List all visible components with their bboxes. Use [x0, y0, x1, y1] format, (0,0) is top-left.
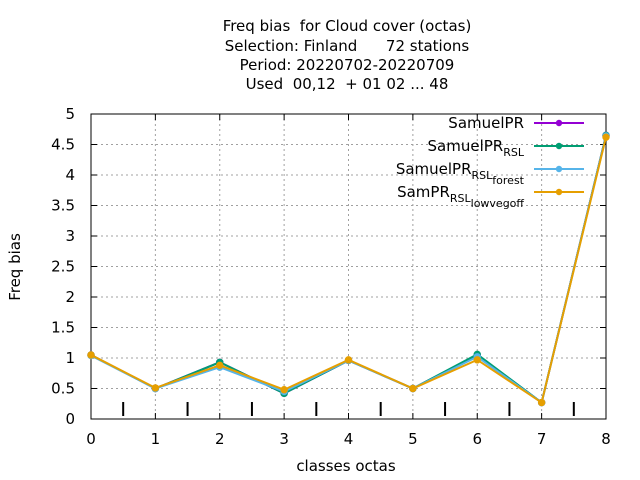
y-tick-label: 5 [65, 105, 75, 123]
grid-lines [91, 114, 606, 419]
legend-item: SamPRRSLlowvegoff [397, 183, 584, 210]
x-tick-label: 6 [472, 430, 482, 448]
data-point [602, 133, 610, 141]
legend-label: SamPRRSLlowvegoff [397, 183, 524, 210]
legend-label-part: SamuelPR [428, 137, 504, 155]
x-tick-label: 5 [408, 430, 418, 448]
series-layer [87, 131, 610, 407]
y-tick-label: 2.5 [51, 258, 75, 276]
x-axis-label: classes octas [296, 457, 396, 475]
y-tick-label: 3 [65, 227, 75, 245]
legend-label: SamuelPRRSL [428, 137, 525, 159]
data-point [537, 398, 546, 407]
legend-swatch-marker [555, 142, 563, 150]
data-point [344, 356, 353, 364]
legend: SamuelPRSamuelPRRSLSamuelPRRSLforestSamP… [396, 114, 584, 210]
data-point [409, 384, 417, 393]
y-tick-label: 4.5 [51, 136, 75, 154]
legend-label: SamuelPR [448, 114, 524, 132]
legend-label: SamuelPRRSLforest [396, 160, 525, 187]
legend-label-part: RSL [472, 169, 494, 182]
y-tick-label: 0 [65, 410, 75, 428]
legend-item: SamuelPRRSLforest [396, 160, 584, 187]
x-tick-label: 3 [279, 430, 289, 448]
y-tick-label: 3.5 [51, 197, 75, 215]
y-tick-label: 4 [65, 166, 75, 184]
data-point [151, 384, 160, 392]
title-line-3: Period: 20220702-20220709 [239, 56, 455, 74]
data-point [87, 351, 95, 359]
x-tick-label: 1 [151, 430, 161, 448]
legend-label-part: RSL [503, 146, 525, 159]
title-line-1: Freq bias for Cloud cover (octas) [222, 17, 472, 35]
legend-label-part: SamuelPR [396, 160, 472, 178]
legend-swatch-marker [555, 188, 563, 196]
legend-label-part: lowvegoff [471, 197, 525, 210]
x-tick-label: 0 [86, 430, 96, 448]
x-tick-label: 4 [344, 430, 354, 448]
y-tick-label: 1 [65, 349, 75, 367]
title-line-4: Used 00,12 + 01 02 ... 48 [245, 75, 449, 93]
legend-label-part: SamPR [397, 183, 450, 201]
data-point [280, 386, 288, 394]
axis-ticks: 0 1 2 3 4 5 6 7 8 0 0.5 1 1.5 2 2.5 3 3.5 4 4.5 5 [51, 105, 611, 448]
data-point [216, 361, 224, 370]
legend-label-part: SamuelPR [448, 114, 524, 132]
data-point [473, 356, 481, 364]
legend-item: SamuelPR [448, 114, 584, 132]
legend-item: SamuelPRRSL [428, 137, 584, 159]
y-axis-label: Freq bias [6, 233, 24, 301]
x-tick-label: 7 [537, 430, 547, 448]
y-tick-label: 1.5 [51, 319, 75, 337]
legend-label-part: RSL [450, 192, 472, 205]
x-tick-label: 8 [601, 430, 611, 448]
legend-label-part: forest [492, 174, 524, 187]
series-4 [87, 133, 610, 407]
x-tick-label: 2 [215, 430, 225, 448]
y-tick-label: 0.5 [51, 380, 75, 398]
legend-swatch-marker [555, 119, 563, 127]
legend-swatch-marker [555, 165, 563, 173]
title-line-2: Selection: Finland 72 stations [224, 37, 470, 55]
y-tick-label: 2 [65, 288, 75, 306]
